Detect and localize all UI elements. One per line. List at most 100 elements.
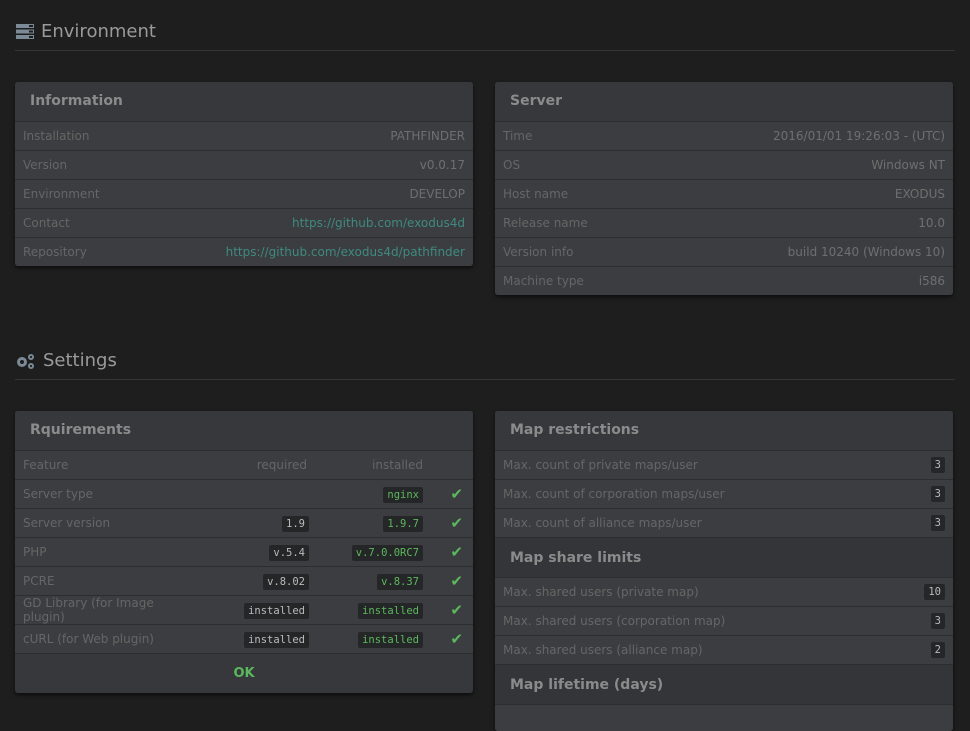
row-label: Installation — [23, 129, 90, 143]
col-feature: Feature — [23, 458, 69, 472]
feature: Server type — [23, 487, 93, 501]
row-value: i586 — [918, 274, 945, 288]
feature: PCRE — [23, 574, 55, 588]
gears-icon — [17, 353, 34, 369]
row-label: Version info — [503, 245, 574, 259]
divider — [15, 379, 955, 380]
required-badge: v.5.4 — [269, 545, 309, 561]
row-label: Time — [503, 129, 533, 143]
table-row: Contact https://github.com/exodus4d — [15, 208, 473, 237]
map-restrictions-panel: Map restrictions Max. count of private m… — [495, 411, 953, 731]
row-value: v0.0.17 — [419, 158, 465, 172]
table-row: Time 2016/01/01 19:26:03 - (UTC) — [495, 121, 953, 150]
table-row: Repository https://github.com/exodus4d/pa… — [15, 237, 473, 266]
panel-title: Server — [495, 82, 953, 121]
feature: cURL (for Web plugin) — [23, 632, 154, 646]
table-row: Max. count of alliance maps/user 3 — [495, 508, 953, 537]
row-value: build 10240 (Windows 10) — [787, 245, 945, 259]
table-row: Version v0.0.17 — [15, 150, 473, 179]
table-row: Server version 1.9 1.9.7 ✔ — [15, 508, 473, 537]
check-icon: ✔ — [450, 601, 463, 619]
settings-heading: Settings — [16, 350, 117, 371]
link[interactable]: https://github.com/exodus4d — [292, 216, 465, 230]
row-value: Windows NT — [871, 158, 945, 172]
row-label: Max. shared users (private map) — [503, 585, 699, 599]
row-value: PATHFINDER — [390, 129, 465, 143]
row-label: Max. count of corporation maps/user — [503, 487, 725, 501]
link[interactable]: https://github.com/exodus4d/pathfinder — [225, 245, 465, 259]
row-value: 10.0 — [918, 216, 945, 230]
value-badge: 3 — [930, 486, 945, 502]
installed-badge: installed — [358, 603, 423, 619]
row-label: OS — [503, 158, 521, 172]
check-icon: ✔ — [450, 572, 463, 590]
feature: GD Library (for Image plugin) — [23, 596, 154, 624]
row-label: Environment — [23, 187, 100, 201]
required-badge: installed — [244, 632, 309, 648]
requirements-panel: Rquirements Feature required installed S… — [15, 411, 473, 693]
information-panel: Information Installation PATHFINDER Versio… — [15, 82, 473, 266]
row-label: Max. shared users (corporation map) — [503, 614, 726, 628]
table-row: Max. shared users (alliance map) 2 — [495, 635, 953, 664]
row-label: Release name — [503, 216, 588, 230]
table-row: Max. count of private maps/user 3 — [495, 450, 953, 479]
check-icon: ✔ — [450, 630, 463, 648]
subsection-title: Map lifetime (days) — [495, 664, 953, 704]
subsection-title: Map share limits — [495, 537, 953, 577]
check-icon: ✔ — [450, 485, 463, 503]
status-ok: OK — [15, 653, 473, 693]
value-badge: 3 — [930, 515, 945, 531]
row-label: Max. shared users (alliance map) — [503, 643, 703, 657]
value-badge: 3 — [930, 613, 945, 629]
table-row: OS Windows NT — [495, 150, 953, 179]
row-value: EXODUS — [894, 187, 945, 201]
server-icon — [16, 24, 34, 39]
divider — [15, 50, 955, 51]
value-badge: 10 — [924, 584, 945, 600]
table-row: Max. shared users (corporation map) 3 — [495, 606, 953, 635]
table-row — [495, 704, 953, 731]
table-row: Machine type i586 — [495, 266, 953, 295]
row-label: Repository — [23, 245, 87, 259]
environment-heading: Environment — [16, 21, 156, 42]
installed-badge: 1.9.7 — [383, 516, 423, 532]
feature: PHP — [23, 545, 47, 559]
panel-title: Information — [15, 82, 473, 121]
table-row: Release name 10.0 — [495, 208, 953, 237]
row-value: DEVELOP — [409, 187, 465, 201]
required-badge: v.8.02 — [263, 574, 309, 590]
row-label: Host name — [503, 187, 569, 201]
table-row: PCRE v.8.02 v.8.37 ✔ — [15, 566, 473, 595]
check-icon: ✔ — [450, 514, 463, 532]
table-row: cURL (for Web plugin) installed installe… — [15, 624, 473, 653]
installed-badge: v.8.37 — [377, 574, 423, 590]
installed-badge: installed — [358, 632, 423, 648]
check-icon: ✔ — [450, 543, 463, 561]
table-row: Installation PATHFINDER — [15, 121, 473, 150]
row-label: Max. count of alliance maps/user — [503, 516, 702, 530]
table-header: Feature required installed — [15, 450, 473, 479]
required-badge: installed — [244, 603, 309, 619]
environment-title: Environment — [41, 21, 156, 42]
table-row: Host name EXODUS — [495, 179, 953, 208]
row-label: Machine type — [503, 274, 584, 288]
row-value: 2016/01/01 19:26:03 - (UTC) — [773, 129, 945, 143]
row-label: Contact — [23, 216, 70, 230]
panel-title: Map restrictions — [495, 411, 953, 450]
table-row: Max. shared users (private map) 10 — [495, 577, 953, 606]
table-row: Version info build 10240 (Windows 10) — [495, 237, 953, 266]
settings-title: Settings — [43, 350, 117, 371]
row-label: Version — [23, 158, 68, 172]
table-row: Server type nginx ✔ — [15, 479, 473, 508]
col-installed: installed — [372, 458, 423, 472]
value-badge: 2 — [930, 642, 945, 658]
table-row: Environment DEVELOP — [15, 179, 473, 208]
col-required: required — [256, 458, 307, 472]
installed-badge: v.7.0.0RC7 — [351, 545, 423, 561]
panel-title: Rquirements — [15, 411, 473, 450]
row-label: Max. count of private maps/user — [503, 458, 698, 472]
table-row: Max. count of corporation maps/user 3 — [495, 479, 953, 508]
table-row: PHP v.5.4 v.7.0.0RC7 ✔ — [15, 537, 473, 566]
installed-badge: nginx — [383, 487, 423, 503]
required-badge: 1.9 — [282, 516, 309, 532]
